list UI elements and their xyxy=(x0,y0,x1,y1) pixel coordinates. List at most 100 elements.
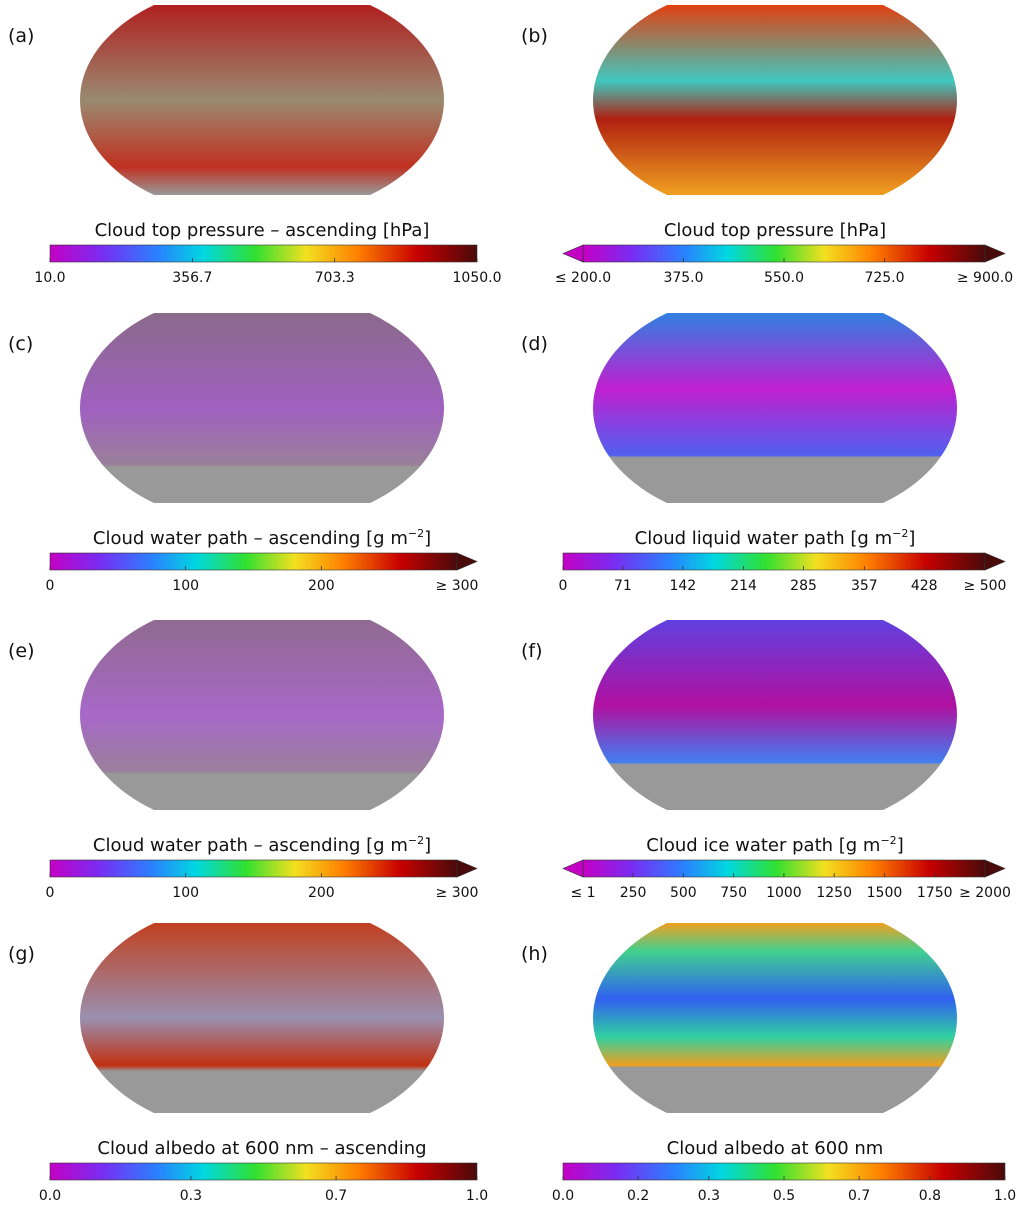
colorbar-title: Cloud albedo at 600 nm – ascending xyxy=(97,1138,426,1159)
colorbar-tick-label: 428 xyxy=(911,578,938,594)
colorbar-tick-label: 0.7 xyxy=(325,1188,347,1204)
colorbar-tick-label: 356.7 xyxy=(172,270,212,286)
colorbar-tick-label: 1250 xyxy=(816,885,852,901)
title-text: Cloud albedo at 600 nm xyxy=(667,1138,884,1159)
title-superscript: −2 xyxy=(408,527,424,540)
panel-label: (h) xyxy=(521,943,548,965)
colorbar-arrow-max xyxy=(456,859,478,878)
colorbar-tick-label: 725.0 xyxy=(864,270,904,286)
panel-label: (g) xyxy=(8,943,35,965)
title-text: Cloud top pressure – ascending [hPa] xyxy=(95,220,430,241)
colorbar-tick-label: 0.3 xyxy=(698,1188,720,1204)
colorbar-tick-label: 703.3 xyxy=(315,270,355,286)
title-text: Cloud top pressure [hPa] xyxy=(664,220,886,241)
colorbar-tick-label: 10.0 xyxy=(34,270,65,286)
map xyxy=(80,923,444,1113)
panel-label: (f) xyxy=(521,640,543,662)
colorbar-tick-label: 0 xyxy=(46,885,55,901)
colorbar-tick-label: 0.2 xyxy=(627,1188,649,1204)
colorbar xyxy=(49,244,478,263)
panel-label: (d) xyxy=(521,333,548,355)
panel: (h) Cloud albedo at 600 nm 0.0 0.2 0.3 0.5 0.7… xyxy=(521,923,1016,1204)
panel-label: (e) xyxy=(8,640,35,662)
panel: (c) Cloud water path – ascending [g m−2] 0… xyxy=(8,313,478,594)
colorbar-tick-label: 0.0 xyxy=(552,1188,574,1204)
title-end: ] xyxy=(424,835,431,856)
colorbar-title: Cloud top pressure [hPa] xyxy=(664,220,886,241)
colorbar-tick-label: 0.8 xyxy=(919,1188,941,1204)
colorbar-tick-label: 100 xyxy=(172,885,199,901)
colorbar-title: Cloud top pressure – ascending [hPa] xyxy=(95,220,430,241)
colorbar-tick-label: 0.5 xyxy=(773,1188,795,1204)
panel: (d) Cloud liquid water path [g m−2] 0 71 142… xyxy=(521,313,1006,594)
colorbar-tick-label: 375.0 xyxy=(663,270,703,286)
colorbar-tick-label: 285 xyxy=(790,578,817,594)
panel-label: (c) xyxy=(8,333,33,355)
colorbar-tick-label: 1750 xyxy=(917,885,953,901)
colorbar-tick-label: 750 xyxy=(720,885,747,901)
title-superscript: −2 xyxy=(892,527,908,540)
panel-label: (a) xyxy=(8,25,34,47)
colorbar-arrow-min xyxy=(562,244,584,263)
colorbar-tick-label: 1.0 xyxy=(466,1188,488,1204)
colorbar-tick-label: 1500 xyxy=(867,885,903,901)
colorbar-tick-label: 1000 xyxy=(766,885,802,901)
colorbar-tick-label: 550.0 xyxy=(764,270,804,286)
colorbar-tick-label: ≤ 1 xyxy=(570,885,595,901)
panel: (e) Cloud water path – ascending [g m−2] 0… xyxy=(8,620,478,901)
colorbar-tick-label: ≥ 2000 xyxy=(959,885,1011,901)
panel: (b) Cloud top pressure [hPa] ≤ 200.0 375.0 5… xyxy=(521,5,1013,286)
colorbar-tick-label: 1.0 xyxy=(994,1188,1016,1204)
colorbar-title: Cloud water path – ascending [g m−2] xyxy=(93,527,431,549)
title-end: ] xyxy=(897,835,904,856)
colorbar-tick-label: 1050.0 xyxy=(453,270,502,286)
colorbar xyxy=(49,1162,478,1181)
colorbar-tick-label: 100 xyxy=(172,578,199,594)
colorbar-arrow-max xyxy=(984,552,1006,571)
map xyxy=(593,313,957,503)
colorbar-tick-label: 500 xyxy=(670,885,697,901)
colorbar-tick-label: 357 xyxy=(851,578,878,594)
colorbar xyxy=(49,552,458,571)
title-text: Cloud albedo at 600 nm – ascending xyxy=(97,1138,426,1159)
map xyxy=(593,5,957,195)
colorbar-tick-label: 0.0 xyxy=(39,1188,61,1204)
panel: (f) Cloud ice water path [g m−2] ≤ 1 250 500… xyxy=(521,620,1011,901)
colorbar-tick-label: 0.7 xyxy=(848,1188,870,1204)
colorbar-arrow-max xyxy=(984,244,1006,263)
title-end: ] xyxy=(424,528,431,549)
colorbar-title: Cloud water path – ascending [g m−2] xyxy=(93,834,431,856)
title-text: Cloud liquid water path [g m xyxy=(635,528,892,549)
colorbar-tick-label: 250 xyxy=(620,885,647,901)
panel-label: (b) xyxy=(521,25,548,47)
colorbar-tick-label: ≥ 500 xyxy=(964,578,1007,594)
title-superscript: −2 xyxy=(880,834,896,847)
colorbar-tick-label: 214 xyxy=(730,578,757,594)
title-text: Cloud water path – ascending [g m xyxy=(93,528,408,549)
colorbar-title: Cloud albedo at 600 nm xyxy=(667,1138,884,1159)
map xyxy=(80,313,444,503)
title-text: Cloud ice water path [g m xyxy=(646,835,880,856)
colorbar-tick-label: 200 xyxy=(308,578,335,594)
panel: (g) Cloud albedo at 600 nm – ascending 0.0… xyxy=(8,923,488,1204)
colorbar-tick-label: ≥ 300 xyxy=(436,885,479,901)
colorbar xyxy=(562,552,986,571)
map xyxy=(80,5,444,195)
map xyxy=(80,620,444,810)
colorbar-tick-label: 142 xyxy=(669,578,696,594)
colorbar-tick-label: 200 xyxy=(308,885,335,901)
title-superscript: −2 xyxy=(408,834,424,847)
colorbar-arrow-max xyxy=(984,859,1006,878)
colorbar-arrow-max xyxy=(456,552,478,571)
title-text: Cloud water path – ascending [g m xyxy=(93,835,408,856)
colorbar-tick-label: ≥ 300 xyxy=(436,578,479,594)
colorbar-arrow-min xyxy=(562,859,584,878)
colorbar-title: Cloud ice water path [g m−2] xyxy=(646,834,903,856)
map xyxy=(593,923,957,1113)
colorbar-tick-label: 0.3 xyxy=(180,1188,202,1204)
colorbar xyxy=(49,859,458,878)
map xyxy=(593,620,957,810)
colorbar-tick-label: 71 xyxy=(614,578,632,594)
